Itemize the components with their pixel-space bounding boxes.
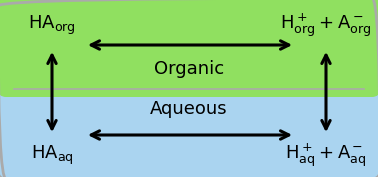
Text: $\rm HA_{org}$: $\rm HA_{org}$ [28, 13, 76, 37]
Text: Aqueous: Aqueous [150, 100, 228, 118]
FancyBboxPatch shape [0, 0, 378, 97]
Text: Organic: Organic [154, 60, 224, 78]
Text: $\rm H^+_{org} + A^-_{org}$: $\rm H^+_{org} + A^-_{org}$ [280, 11, 372, 39]
Text: $\rm H^+_{aq} + A^-_{aq}$: $\rm H^+_{aq} + A^-_{aq}$ [285, 141, 367, 169]
Text: $\rm HA_{aq}$: $\rm HA_{aq}$ [31, 143, 73, 167]
Bar [14, 79, 364, 89]
